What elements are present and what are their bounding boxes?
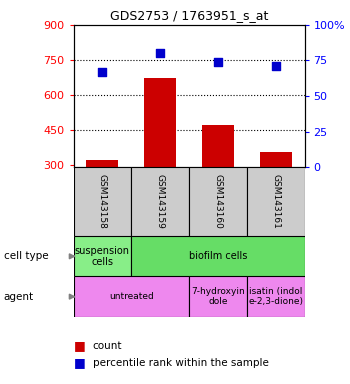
Text: GSM143158: GSM143158 — [98, 174, 107, 229]
Bar — [189, 167, 247, 236]
Text: ■: ■ — [74, 356, 85, 369]
Text: 7-hydroxyin
dole: 7-hydroxyin dole — [191, 287, 245, 306]
Text: untreated: untreated — [109, 292, 154, 301]
Text: agent: agent — [4, 291, 34, 302]
Bar — [247, 276, 304, 317]
Text: biofilm cells: biofilm cells — [189, 251, 247, 262]
Text: percentile rank within the sample: percentile rank within the sample — [93, 358, 269, 368]
Point — [273, 63, 279, 69]
Text: GSM143160: GSM143160 — [214, 174, 222, 229]
Text: suspension
cells: suspension cells — [75, 245, 130, 267]
Bar — [131, 167, 189, 236]
Bar — [131, 236, 304, 276]
Bar — [86, 160, 118, 167]
Text: GSM143161: GSM143161 — [271, 174, 280, 229]
Text: GSM143159: GSM143159 — [156, 174, 164, 229]
Point — [158, 50, 163, 56]
Bar — [189, 276, 247, 317]
Text: cell type: cell type — [4, 251, 48, 262]
Text: count: count — [93, 341, 122, 351]
Title: GDS2753 / 1763951_s_at: GDS2753 / 1763951_s_at — [110, 9, 268, 22]
Bar — [74, 236, 131, 276]
Bar — [74, 167, 131, 236]
Bar — [202, 125, 234, 167]
Point — [99, 68, 105, 74]
Bar — [144, 78, 176, 167]
Bar — [74, 276, 189, 317]
Point — [215, 59, 221, 65]
Bar — [247, 167, 304, 236]
Text: ■: ■ — [74, 339, 85, 352]
Bar — [260, 152, 292, 167]
Text: isatin (indol
e-2,3-dione): isatin (indol e-2,3-dione) — [248, 287, 303, 306]
